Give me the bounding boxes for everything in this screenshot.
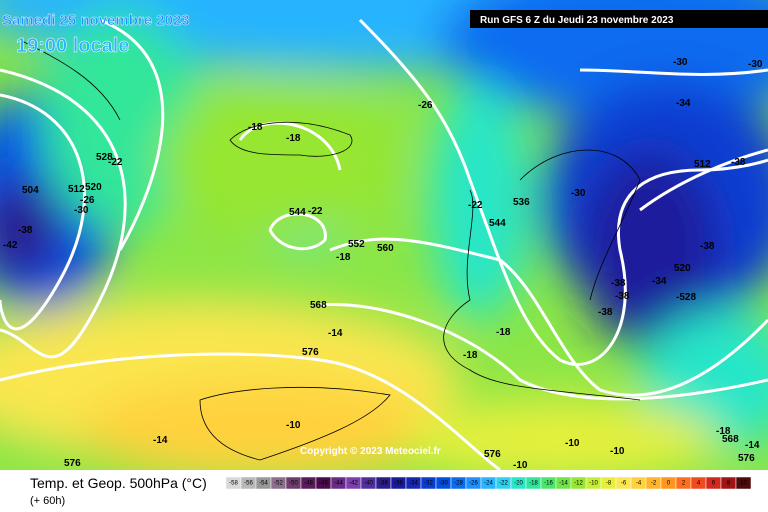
legend-label: -2 [651,481,657,487]
legend: -58 -56 -54 -52 -50 -48 -46 -44 -42 -40 -38 -36 -34-… [225,476,752,490]
legend-label: -42 [349,481,358,487]
legend-label: 10 [740,481,747,487]
contour-label: 560 [377,243,394,254]
legend-label: 8 [727,481,731,487]
legend-label: -44 [334,481,343,487]
contour-label: -22 [308,206,323,217]
contour-label: 576 [302,347,319,358]
legend-label: -32 [424,481,433,487]
run-label: Run GFS 6 Z du Jeudi 23 novembre 2023 [480,15,674,26]
legend-label: -4 [636,481,642,487]
contour-label: -18 [463,350,478,361]
contour-label: -30 [748,59,763,70]
legend-label: -40 [364,481,373,487]
contour-label: 520 [674,263,691,274]
contour-label: -34 [676,98,691,109]
legend-label: -8 [606,481,612,487]
footer-lead: (+ 60h) [30,495,65,507]
legend-label: -36 [394,481,403,487]
legend-label: -14 [559,481,568,487]
contour-label: -38 [598,307,613,318]
contour-label: 504 [22,185,39,196]
contour-label: -38 [615,291,630,302]
contour-label: 552 [348,239,365,250]
contour-label: -42 [3,240,18,251]
date-label: Samedi 25 novembre 2023 [2,12,190,29]
legend-label: -16 [544,481,553,487]
contour-label: -18 [716,426,731,437]
legend-label: -18 [529,481,538,487]
contour-label: 568 [722,434,739,445]
contour-label: -10 [565,438,580,449]
contour-label: -30 [571,188,586,199]
contour-label: 512 [68,184,85,195]
legend-label: -50 [289,481,298,487]
legend-label: 4 [697,481,701,487]
contour-label: 568 [310,300,327,311]
contour-label: -38 [731,157,746,168]
contour-label: 576 [64,458,81,469]
legend-label: -58 [229,481,238,487]
legend-swatch [735,476,752,490]
contour-label: 576 [484,449,501,460]
legend-label: -24 [484,481,493,487]
contour-label: -14 [745,440,760,451]
legend-label: -38 [379,481,388,487]
contour-label: -38 [611,278,626,289]
footer-title: Temp. et Geop. 500hPa (°C) [30,475,207,491]
legend-label: -28 [454,481,463,487]
legend-label: -26 [469,481,478,487]
contour-label: -26 [80,195,95,206]
contour-label: -30 [74,205,89,216]
contour-label: 512 [694,159,711,170]
contour-label: 544 [289,207,306,218]
contour-label: 528 [96,152,113,163]
contour-label: -528 [676,292,696,303]
contour-label: 520 [85,182,102,193]
contour-label: -34 [652,276,667,287]
legend-label: -52 [274,481,283,487]
legend-label: -12 [574,481,583,487]
copyright: Copyright © 2023 Meteociel.fr [300,446,441,457]
contours [0,18,768,470]
contour-label: -22 [468,200,483,211]
contour-label: 544 [489,218,506,229]
legend-label: -34 [409,481,418,487]
contour-label: 576 [738,453,755,464]
legend-label: -46 [319,481,328,487]
contour-label: -38 [700,241,715,252]
legend-label: 2 [682,481,686,487]
contour-label: -38 [18,225,33,236]
time-label: 19:00 locale [16,35,129,57]
contour-label: -14 [153,435,168,446]
legend-label: 0 [667,481,671,487]
contour-label: -30 [673,57,688,68]
contour-label: -18 [286,133,301,144]
contour-label: -10 [513,460,528,471]
contour-label: -18 [496,327,511,338]
contour-label: -18 [336,252,351,263]
coastlines [19,39,641,461]
legend-label: -20 [514,481,523,487]
legend-label: -30 [439,481,448,487]
legend-label: -6 [621,481,627,487]
legend-label: -22 [499,481,508,487]
contour-label: -10 [286,420,301,431]
legend-label: -48 [304,481,313,487]
contour-label: -26 [418,100,433,111]
map-field [0,0,768,470]
legend-label: -56 [244,481,253,487]
legend-label: 6 [712,481,716,487]
legend-label: -54 [259,481,268,487]
contour-label: -22 [108,157,123,168]
legend-label: -10 [589,481,598,487]
contour-label: 536 [513,197,530,208]
contour-label: -10 [610,446,625,457]
contour-label: -18 [248,122,263,133]
contour-label: -14 [328,328,343,339]
